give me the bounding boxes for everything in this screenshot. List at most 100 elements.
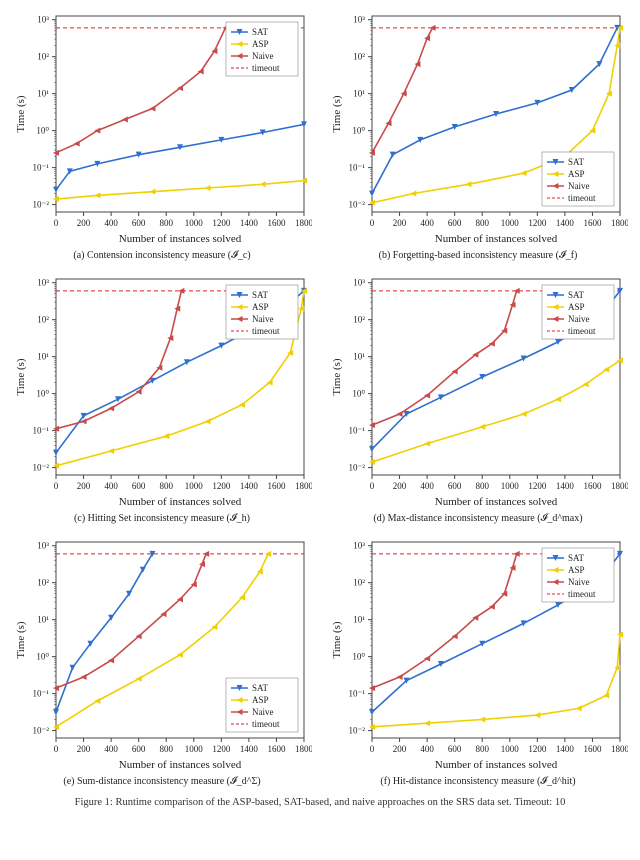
svg-text:1800: 1800 [611, 744, 628, 754]
svg-text:10³: 10³ [353, 15, 365, 25]
svg-text:10²: 10² [353, 578, 365, 588]
svg-text:1600: 1600 [583, 481, 602, 491]
svg-text:ASP: ASP [568, 565, 585, 575]
panel-f: 02004006008001000120014001600180010⁻²10⁻… [324, 534, 632, 793]
svg-text:800: 800 [475, 218, 489, 228]
svg-text:1600: 1600 [267, 481, 286, 491]
svg-text:1600: 1600 [267, 744, 286, 754]
svg-text:1600: 1600 [267, 218, 286, 228]
svg-text:timeout: timeout [568, 193, 596, 203]
svg-text:SAT: SAT [252, 683, 269, 693]
svg-text:10⁰: 10⁰ [352, 652, 365, 662]
svg-text:SAT: SAT [252, 290, 269, 300]
svg-text:SAT: SAT [252, 27, 269, 37]
svg-text:10²: 10² [37, 315, 49, 325]
svg-text:1800: 1800 [611, 481, 628, 491]
svg-text:Number of instances solved: Number of instances solved [435, 496, 558, 508]
svg-text:Number of instances solved: Number of instances solved [435, 233, 558, 245]
panel-c: 02004006008001000120014001600180010⁻²10⁻… [8, 271, 316, 530]
svg-text:1000: 1000 [185, 481, 204, 491]
svg-text:400: 400 [420, 481, 434, 491]
svg-text:1800: 1800 [295, 481, 312, 491]
svg-text:10⁻¹: 10⁻¹ [349, 689, 366, 699]
svg-text:1200: 1200 [528, 744, 547, 754]
svg-text:10⁻¹: 10⁻¹ [33, 426, 50, 436]
figure-caption: Figure 1: Runtime comparison of the ASP-… [8, 797, 632, 808]
svg-text:Naive: Naive [252, 707, 274, 717]
svg-text:timeout: timeout [252, 326, 280, 336]
svg-text:200: 200 [393, 218, 407, 228]
svg-text:600: 600 [132, 744, 146, 754]
svg-text:800: 800 [159, 218, 173, 228]
svg-text:1800: 1800 [295, 218, 312, 228]
svg-text:10⁻²: 10⁻² [33, 726, 50, 736]
svg-text:600: 600 [132, 218, 146, 228]
svg-text:Time (s): Time (s) [331, 358, 343, 396]
svg-text:10⁰: 10⁰ [352, 126, 365, 136]
svg-text:10²: 10² [37, 578, 49, 588]
svg-text:1400: 1400 [240, 744, 259, 754]
svg-text:Number of instances solved: Number of instances solved [119, 496, 242, 508]
svg-text:800: 800 [475, 481, 489, 491]
svg-text:Number of instances solved: Number of instances solved [119, 759, 242, 771]
svg-text:10²: 10² [353, 52, 365, 62]
svg-text:10⁻²: 10⁻² [349, 200, 366, 210]
svg-text:10⁻¹: 10⁻¹ [33, 163, 50, 173]
svg-text:1600: 1600 [583, 744, 602, 754]
svg-text:1400: 1400 [556, 481, 575, 491]
svg-text:800: 800 [159, 744, 173, 754]
svg-text:timeout: timeout [568, 589, 596, 599]
svg-text:0: 0 [370, 218, 375, 228]
svg-text:10³: 10³ [353, 541, 365, 551]
svg-text:10²: 10² [353, 315, 365, 325]
svg-text:10⁻²: 10⁻² [349, 726, 366, 736]
svg-text:ASP: ASP [568, 169, 585, 179]
svg-text:200: 200 [393, 744, 407, 754]
panel-caption-b: (b) Forgetting-based inconsistency measu… [379, 250, 578, 261]
svg-text:10¹: 10¹ [37, 615, 49, 625]
svg-text:timeout: timeout [568, 326, 596, 336]
svg-text:0: 0 [54, 218, 59, 228]
panel-caption-f: (f) Hit-distance inconsistency measure (… [380, 776, 575, 787]
svg-text:1800: 1800 [295, 744, 312, 754]
svg-text:timeout: timeout [252, 63, 280, 73]
svg-text:1000: 1000 [501, 744, 520, 754]
svg-text:1000: 1000 [501, 481, 520, 491]
panel-caption-c: (c) Hitting Set inconsistency measure (𝓘… [74, 513, 250, 524]
svg-text:1200: 1200 [528, 481, 547, 491]
svg-text:400: 400 [420, 218, 434, 228]
figure-grid: 0 200 400 600 800 1000 1200 1400 1600 1800 10⁻² 10⁻… [8, 8, 632, 793]
panel-caption-a: (a) Contension inconsistency measure (𝓘_… [73, 250, 250, 261]
chart-c: 02004006008001000120014001600180010⁻²10⁻… [12, 271, 312, 511]
svg-text:800: 800 [475, 744, 489, 754]
svg-text:600: 600 [448, 744, 462, 754]
svg-text:SAT: SAT [568, 553, 585, 563]
svg-text:0: 0 [54, 744, 59, 754]
svg-text:1800: 1800 [611, 218, 628, 228]
svg-text:Number of instances solved: Number of instances solved [435, 759, 558, 771]
svg-text:10⁻²: 10⁻² [349, 463, 366, 473]
svg-text:1400: 1400 [556, 218, 575, 228]
svg-text:10⁰: 10⁰ [352, 389, 365, 399]
svg-text:10¹: 10¹ [353, 89, 365, 99]
svg-text:ASP: ASP [568, 302, 585, 312]
panel-d: 02004006008001000120014001600180010⁻²10⁻… [324, 271, 632, 530]
svg-text:1400: 1400 [556, 744, 575, 754]
chart-d: 02004006008001000120014001600180010⁻²10⁻… [328, 271, 628, 511]
svg-text:ASP: ASP [252, 39, 269, 49]
svg-text:timeout: timeout [252, 719, 280, 729]
svg-text:10⁻¹: 10⁻¹ [349, 163, 366, 173]
svg-text:0: 0 [370, 744, 375, 754]
svg-text:1400: 1400 [240, 481, 259, 491]
svg-text:10⁰: 10⁰ [36, 126, 49, 136]
svg-text:Time (s): Time (s) [15, 621, 27, 659]
svg-text:600: 600 [448, 218, 462, 228]
svg-text:200: 200 [393, 481, 407, 491]
svg-text:10³: 10³ [353, 278, 365, 288]
svg-text:Time (s): Time (s) [15, 95, 27, 133]
svg-text:400: 400 [104, 218, 118, 228]
svg-text:1000: 1000 [185, 218, 204, 228]
svg-text:200: 200 [77, 744, 91, 754]
svg-text:SAT: SAT [568, 157, 585, 167]
svg-text:10⁰: 10⁰ [36, 652, 49, 662]
